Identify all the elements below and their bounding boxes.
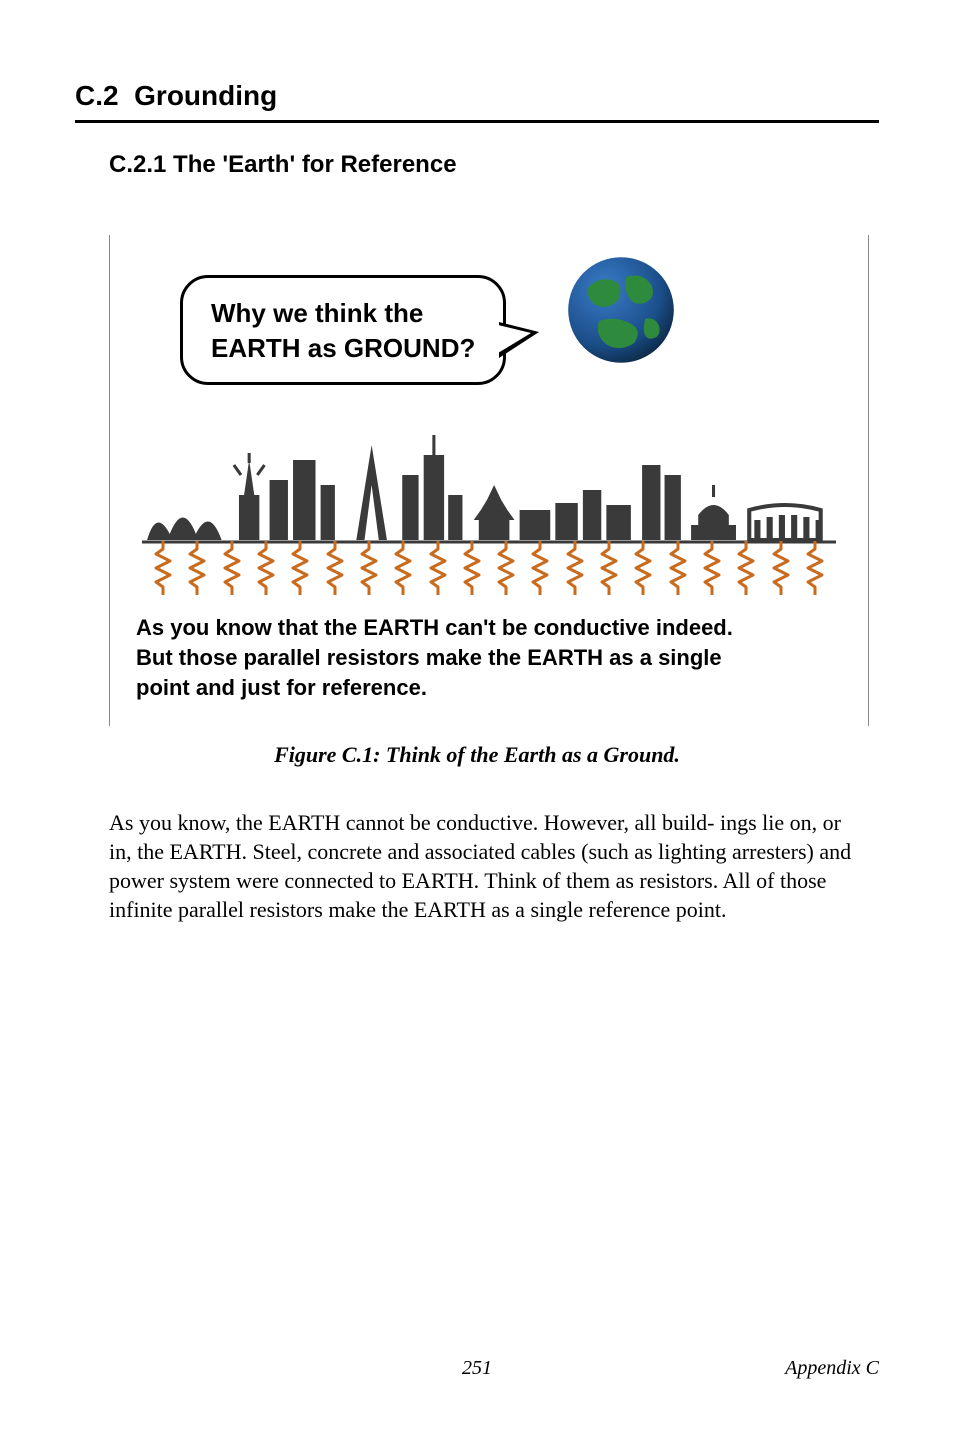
- resistor-icon: [180, 541, 214, 595]
- figure-top-row: Why we think the EARTH as GROUND?: [180, 275, 842, 385]
- section-heading: C.2 Grounding: [75, 80, 879, 123]
- resistor-icon: [215, 541, 249, 595]
- page-footer: 251 Appendix C: [75, 1357, 879, 1380]
- figure-caption: Figure C.1: Think of the Earth as a Grou…: [75, 742, 879, 768]
- resistor-icon: [421, 541, 455, 595]
- page-number: 251: [462, 1357, 492, 1380]
- resistor-icon: [626, 541, 660, 595]
- resistor-icon: [146, 541, 180, 595]
- figure-explain-line-1: As you know that the EARTH can't be cond…: [136, 615, 733, 640]
- resistor-icon: [249, 541, 283, 595]
- section-title: Grounding: [134, 80, 277, 111]
- bubble-line-2: EARTH as GROUND?: [211, 331, 475, 366]
- subsection-number: C.2.1: [109, 151, 166, 178]
- globe-icon: [566, 255, 676, 365]
- figure-container: Why we think the EARTH as GROUND?: [109, 235, 869, 726]
- resistor-row: [142, 541, 836, 595]
- resistor-icon: [318, 541, 352, 595]
- resistor-icon: [523, 541, 557, 595]
- figure-explain: As you know that the EARTH can't be cond…: [136, 613, 842, 702]
- resistor-icon: [695, 541, 729, 595]
- figure-explain-line-3: point and just for reference.: [136, 675, 427, 700]
- resistor-icon: [283, 541, 317, 595]
- resistor-icon: [729, 541, 763, 595]
- section-number: C.2: [75, 80, 119, 111]
- resistor-icon: [455, 541, 489, 595]
- appendix-label: Appendix C: [785, 1357, 879, 1380]
- subsection-heading: C.2.1 The 'Earth' for Reference: [109, 151, 879, 179]
- figure-explain-line-2: But those parallel resistors make the EA…: [136, 645, 722, 670]
- resistor-icon: [558, 541, 592, 595]
- resistor-icon: [489, 541, 523, 595]
- skyline: [142, 425, 836, 595]
- resistor-icon: [764, 541, 798, 595]
- subsection-title: The 'Earth' for Reference: [173, 151, 457, 178]
- body-paragraph: As you know, the EARTH cannot be conduct…: [109, 808, 869, 924]
- speech-bubble: Why we think the EARTH as GROUND?: [180, 275, 506, 385]
- resistor-icon: [661, 541, 695, 595]
- bubble-line-1: Why we think the: [211, 296, 475, 331]
- resistor-icon: [386, 541, 420, 595]
- skyline-icon: [142, 425, 836, 545]
- resistor-icon: [798, 541, 832, 595]
- resistor-icon: [352, 541, 386, 595]
- resistor-icon: [592, 541, 626, 595]
